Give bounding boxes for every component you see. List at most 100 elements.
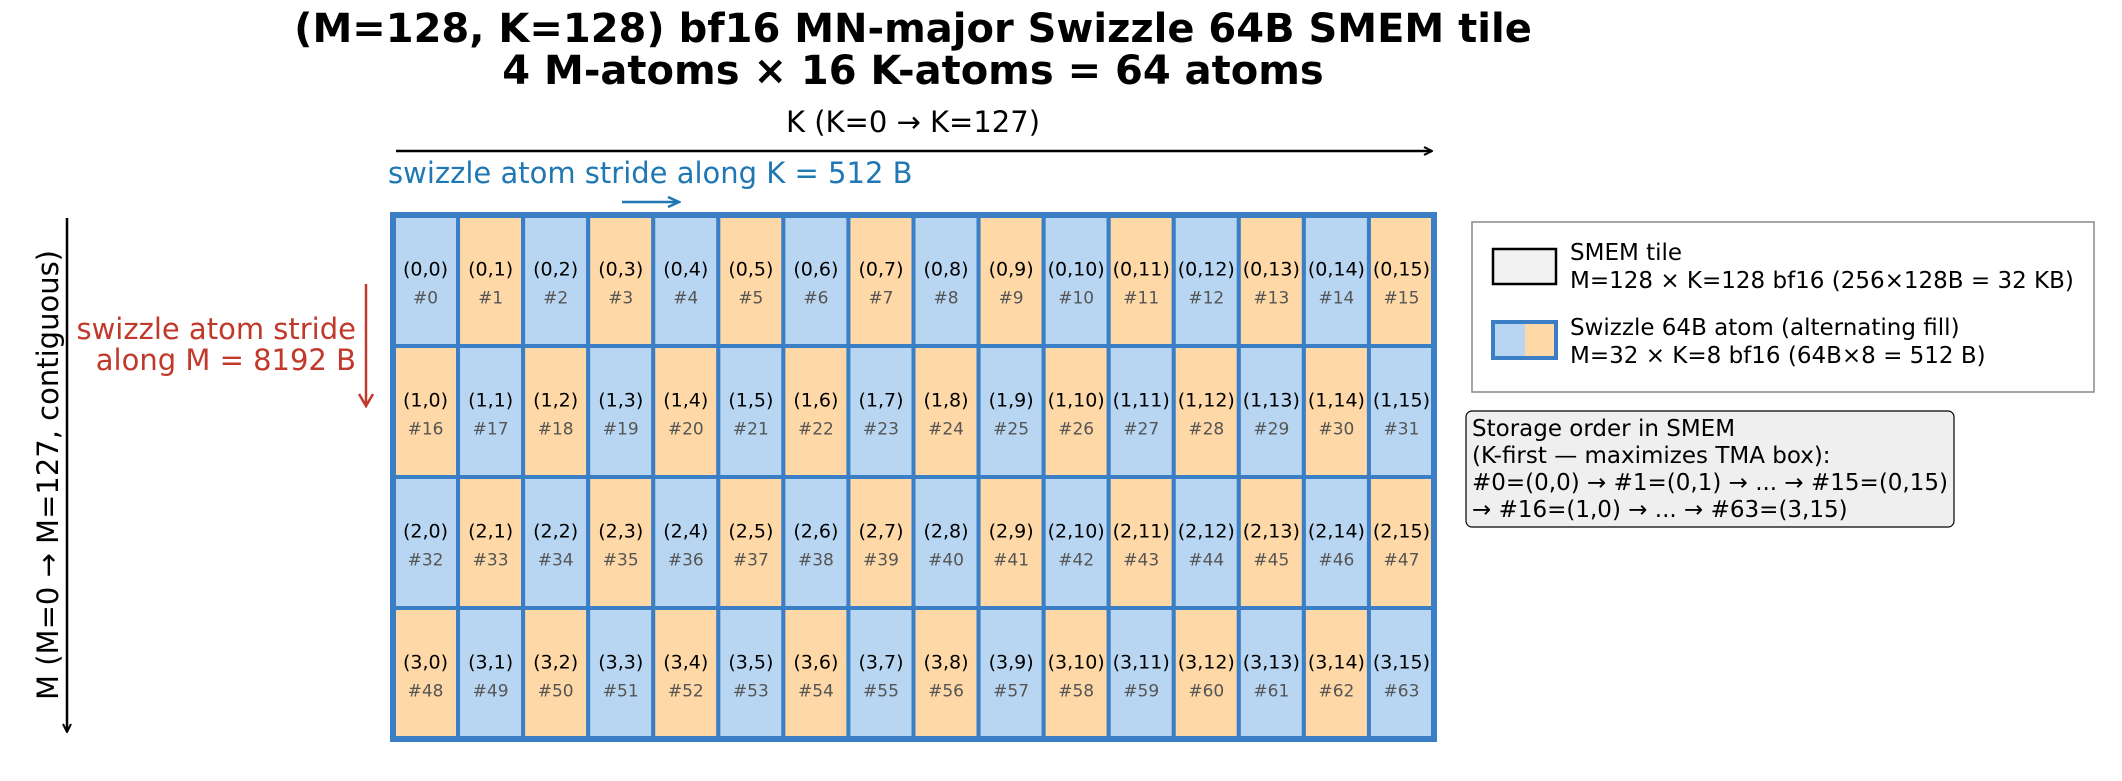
atom-index-label: #55 <box>863 682 899 702</box>
atom-coord-label: (2,2) <box>533 521 578 543</box>
atom-coord-label: (3,2) <box>533 652 578 674</box>
atom-coord-label: (3,1) <box>468 652 513 674</box>
atom-index-label: #17 <box>473 420 509 440</box>
legend-atom-line-2: M=32 × K=8 bf16 (64B×8 = 512 B) <box>1570 343 1986 369</box>
atom-index-label: #41 <box>993 551 1029 571</box>
atom-coord-label: (2,7) <box>858 521 903 543</box>
atom-coord-label: (1,1) <box>468 390 513 412</box>
k-axis-label: K (K=0 → K=127) <box>786 105 1040 139</box>
atom-coord-label: (2,0) <box>403 521 448 543</box>
atom-cell <box>1301 213 1371 348</box>
atom-index-label: #61 <box>1253 682 1289 702</box>
atom-index-label: #23 <box>863 420 899 440</box>
atom-coord-label: (0,10) <box>1048 259 1105 281</box>
legend-tile-line-2: M=128 × K=128 bf16 (256×128B = 32 KB) <box>1570 268 2074 294</box>
atom-coord-label: (1,10) <box>1048 390 1105 412</box>
atom-coord-label: (0,15) <box>1373 259 1430 281</box>
atom-cell <box>1171 213 1241 348</box>
storage-order-line-1: Storage order in SMEM <box>1472 416 1735 442</box>
atom-cell <box>781 606 851 741</box>
atom-coord-label: (3,9) <box>989 652 1034 674</box>
atom-index-label: #29 <box>1253 420 1289 440</box>
atom-index-label: #2 <box>543 289 568 309</box>
atom-coord-label: (0,14) <box>1308 259 1365 281</box>
atom-coord-label: (1,8) <box>924 390 969 412</box>
atom-coord-label: (0,13) <box>1243 259 1300 281</box>
atom-coord-label: (2,8) <box>924 521 969 543</box>
atom-coord-label: (1,9) <box>989 390 1034 412</box>
title-line-2: 4 M-atoms × 16 K-atoms = 64 atoms <box>502 48 1323 94</box>
atom-cell <box>1366 344 1436 479</box>
atom-coord-label: (0,1) <box>468 259 513 281</box>
atom-coord-label: (2,15) <box>1373 521 1430 543</box>
legend-tile-line-1: SMEM tile <box>1570 240 1682 266</box>
atom-cell <box>651 606 721 741</box>
atom-cell <box>976 606 1046 741</box>
atom-cell <box>456 213 526 348</box>
atom-coord-label: (3,8) <box>924 652 969 674</box>
atom-index-label: #6 <box>803 289 828 309</box>
atom-cell <box>1236 606 1306 741</box>
atom-cell <box>1106 475 1176 610</box>
atom-coord-label: (0,4) <box>663 259 708 281</box>
atom-cell <box>456 606 526 741</box>
atom-index-label: #42 <box>1058 551 1094 571</box>
atom-index-label: #44 <box>1188 551 1224 571</box>
atom-cell <box>651 344 721 479</box>
atom-index-label: #49 <box>473 682 509 702</box>
atom-coord-label: (0,12) <box>1178 259 1235 281</box>
atom-index-label: #37 <box>733 551 769 571</box>
atom-cell <box>1106 213 1176 348</box>
atom-cell <box>976 344 1046 479</box>
atom-cell <box>391 213 461 348</box>
m-axis-label: M (M=0 → M=127, contiguous) <box>31 250 65 700</box>
atom-coord-label: (3,3) <box>598 652 643 674</box>
atom-index-label: #32 <box>408 551 444 571</box>
atom-coord-label: (0,11) <box>1113 259 1170 281</box>
atom-cell <box>781 213 851 348</box>
atom-index-label: #9 <box>999 289 1024 309</box>
atom-index-label: #16 <box>408 420 444 440</box>
legend-atom-swatch-orange <box>1525 322 1556 358</box>
atom-coord-label: (3,13) <box>1243 652 1300 674</box>
atom-index-label: #59 <box>1123 682 1159 702</box>
atom-cell <box>911 606 981 741</box>
atom-index-label: #31 <box>1384 420 1420 440</box>
atom-cell <box>1041 344 1111 479</box>
k-stride-label: swizzle atom stride along K = 512 B <box>388 156 913 190</box>
atom-cell <box>846 213 916 348</box>
atom-coord-label: (2,3) <box>598 521 643 543</box>
atom-index-label: #19 <box>603 420 639 440</box>
atom-coord-label: (3,14) <box>1308 652 1365 674</box>
m-stride-label-line-1: swizzle atom stride <box>76 312 356 346</box>
atom-index-label: #40 <box>928 551 964 571</box>
atom-cell <box>586 475 656 610</box>
atom-cell <box>846 606 916 741</box>
atom-coord-label: (0,8) <box>924 259 969 281</box>
atom-cell <box>1106 606 1176 741</box>
legend-atom-swatch-border <box>1491 320 1558 360</box>
atom-coord-label: (2,14) <box>1308 521 1365 543</box>
atom-cell <box>911 475 981 610</box>
title-line-1: (M=128, K=128) bf16 MN-major Swizzle 64B… <box>294 6 1532 52</box>
atom-cell <box>521 344 591 479</box>
atom-index-label: #25 <box>993 420 1029 440</box>
atom-index-label: #13 <box>1253 289 1289 309</box>
atom-coord-label: (0,6) <box>793 259 838 281</box>
m-stride-label-line-2: along M = 8192 B <box>96 343 356 377</box>
atom-cell <box>1366 606 1436 741</box>
atom-index-label: #18 <box>538 420 574 440</box>
atom-index-label: #56 <box>928 682 964 702</box>
atom-coord-label: (1,6) <box>793 390 838 412</box>
atom-cell <box>1171 344 1241 479</box>
atom-index-label: #33 <box>473 551 509 571</box>
atom-coord-label: (2,13) <box>1243 521 1300 543</box>
atom-coord-label: (2,6) <box>793 521 838 543</box>
atom-coord-label: (1,2) <box>533 390 578 412</box>
atom-index-label: #12 <box>1188 289 1224 309</box>
atom-index-label: #54 <box>798 682 834 702</box>
atom-coord-label: (2,4) <box>663 521 708 543</box>
storage-order-box: Storage order in SMEM (K-first — maximiz… <box>1465 410 1955 528</box>
atom-cell <box>1301 344 1371 479</box>
